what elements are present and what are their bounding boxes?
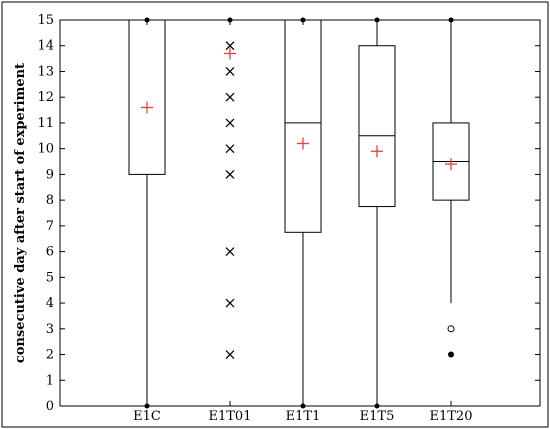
y-tick-label: 8 [46,193,54,208]
outlier-filled [448,351,454,358]
box-e1t1 [284,17,322,409]
plot-frame [59,19,541,407]
x-tick-label: E1T1 [286,409,321,424]
box-e1t20 [432,17,470,358]
outlier-open [447,325,455,333]
x-tick-label: E1C [133,409,161,424]
y-tick-label: 7 [46,219,54,234]
y-tick-label: 11 [37,116,54,131]
x-tick-label: E1T20 [430,409,473,424]
outlier-cross [225,247,235,257]
y-tick-label: 15 [37,13,54,28]
box-e1c [128,17,166,409]
y-tick-label: 0 [46,399,54,414]
boxes [128,17,470,409]
whisker-cap-high [144,17,150,23]
outlier-cross [225,169,235,179]
iqr-box [358,45,396,208]
x-tick-label: E1T01 [209,409,252,424]
outlier-cross [225,350,235,359]
y-tick-label: 4 [46,296,54,311]
whisker-cap-high [227,17,233,23]
y-tick-label: 10 [37,142,54,157]
whisker-cap-low [374,403,380,409]
x-tick-label: E1T5 [360,409,395,424]
outlier-cross [225,67,235,76]
whisker-cap-low [144,403,150,409]
y-tick-label: 14 [37,39,54,54]
y-tick-label: 5 [46,270,54,285]
box-e1t01 [212,17,248,359]
outlier-cross [225,298,235,308]
y-tick-label: 1 [46,373,54,388]
iqr-box [128,19,166,175]
y-tick-label: 13 [37,64,54,79]
whisker-cap-high [374,17,380,23]
whisker-cap-high [300,17,306,23]
y-tick-label: 9 [46,167,54,182]
outlier-cross [225,144,235,154]
y-tick-label: 6 [46,245,54,260]
x-axis: E1C E1T01 E1T1 E1T5 E1T20 [133,20,472,424]
outlier-cross [225,92,235,102]
iqr-box [284,19,322,233]
whisker-cap-low [300,403,306,409]
y-tick-label: 3 [46,322,54,337]
outlier-cross [225,41,235,51]
y-tick-label: 2 [46,348,54,363]
y-axis-label: consecutive day after start of experimen… [13,63,28,363]
whisker-cap-high [448,17,454,23]
y-tick-label: 12 [37,90,54,105]
box-e1t5 [358,17,396,409]
outlier-cross [225,118,235,128]
